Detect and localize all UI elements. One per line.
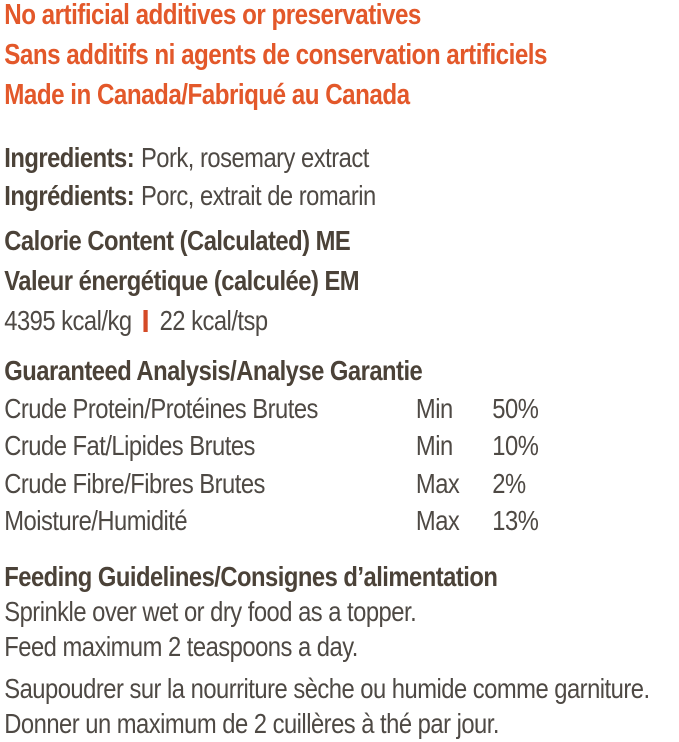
claim-no-additives-fr: Sans additifs ni agents de conservation … [4, 39, 547, 71]
guaranteed-analysis-section: Guaranteed Analysis/Analyse Garantie Cru… [4, 352, 679, 540]
nutrient-value: 10% [492, 430, 539, 461]
nutrient-qualifier: Max [415, 505, 460, 536]
calorie-heading-fr: Valeur énergétique (calculée) EM [4, 265, 360, 296]
claims-section: No artificial additives or preservatives… [4, 0, 679, 115]
feeding-guidelines-heading: Feeding Guidelines/Consignes d’alimentat… [4, 560, 498, 592]
nutrient-name: Moisture/Humidité [4, 505, 188, 536]
ingredients-label-fr: Ingrédients: [4, 180, 135, 211]
calorie-separator-bar [143, 310, 148, 332]
ingredients-value-fr: Porc, extrait de romarin [140, 180, 376, 211]
feeding-line-en: Sprinkle over wet or dry food as a toppe… [4, 595, 417, 627]
nutrient-name: Crude Protein/Protéines Brutes [4, 392, 318, 424]
feeding-line-en: Feed maximum 2 teaspoons a day. [4, 630, 358, 662]
nutrient-name: Crude Fat/Lipides Brutes [4, 430, 255, 461]
nutrient-name: Crude Fibre/Fibres Brutes [4, 467, 265, 499]
claim-made-in-canada: Made in Canada/Fabriqué au Canada [4, 79, 410, 111]
nutrient-value: 50% [492, 392, 539, 424]
feeding-line-fr: Donner un maximum de 2 cuillères à thé p… [4, 707, 499, 739]
nutrient-qualifier: Min [415, 430, 453, 461]
claim-no-additives-en: No artificial additives or preservatives [4, 0, 421, 31]
nutrient-value: 2% [492, 467, 526, 499]
feeding-instructions-fr: Saupoudrer sur la nourriture sèche ou hu… [4, 671, 679, 741]
ingredients-label-en: Ingredients: [4, 142, 135, 173]
calorie-per-tsp: 22 kcal/tsp [159, 305, 269, 336]
feeding-instructions-en: Sprinkle over wet or dry food as a toppe… [4, 594, 679, 664]
table-row: Crude Protein/Protéines Brutes Min 50% [4, 390, 679, 428]
table-row: Moisture/Humidité Max 13% [4, 502, 679, 540]
ingredients-value-en: Pork, rosemary extract [140, 142, 369, 173]
nutrient-qualifier: Max [415, 467, 460, 499]
feeding-guidelines-section: Feeding Guidelines/Consignes d’alimentat… [4, 559, 679, 741]
ingredients-line-en: Ingredients: Pork, rosemary extract [4, 139, 679, 177]
guaranteed-analysis-heading: Guaranteed Analysis/Analyse Garantie [4, 355, 423, 386]
calorie-heading-en: Calorie Content (Calculated) ME [4, 225, 351, 256]
nutrient-value: 13% [492, 505, 539, 536]
feeding-line-fr: Saupoudrer sur la nourriture sèche ou hu… [4, 672, 650, 704]
table-row: Crude Fat/Lipides Brutes Min 10% [4, 427, 679, 465]
ingredients-line-fr: Ingrédients: Porc, extrait de romarin [4, 177, 679, 215]
nutrient-qualifier: Min [415, 392, 453, 424]
ingredients-section: Ingredients: Pork, rosemary extract Ingré… [4, 139, 679, 215]
calorie-per-kg: 4395 kcal/kg [4, 305, 132, 336]
table-row: Crude Fibre/Fibres Brutes Max 2% [4, 465, 679, 503]
calorie-section: Calorie Content (Calculated) ME Valeur é… [4, 221, 679, 341]
calorie-values-line: 4395 kcal/kg 22 kcal/tsp [4, 301, 679, 341]
